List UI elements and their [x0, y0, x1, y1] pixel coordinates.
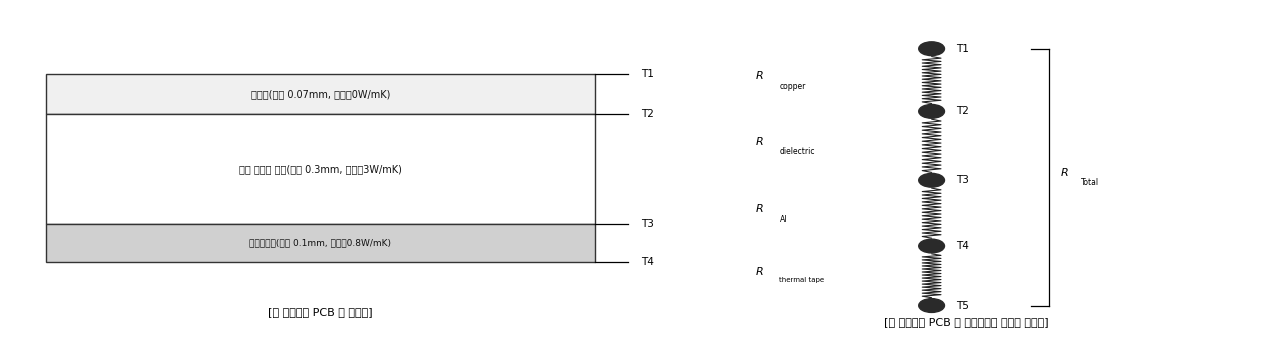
Text: 방열 실리콘 시트(두께 0.3mm, 열전더3W/mK): 방열 실리콘 시트(두께 0.3mm, 열전더3W/mK) — [239, 164, 402, 174]
Circle shape — [918, 173, 945, 187]
Text: R: R — [756, 204, 763, 214]
Circle shape — [918, 299, 945, 313]
Text: R: R — [756, 71, 763, 81]
Text: [본 개발기술 PCB 층 구조에서의 열저항 회로도]: [본 개발기술 PCB 층 구조에서의 열저항 회로도] — [884, 317, 1049, 327]
Text: dielectric: dielectric — [780, 148, 815, 156]
Circle shape — [918, 42, 945, 56]
Text: thermal tape: thermal tape — [780, 277, 824, 283]
Text: T1: T1 — [641, 69, 654, 79]
Circle shape — [918, 104, 945, 118]
Text: R: R — [756, 267, 763, 277]
Bar — [46, 224, 595, 262]
Text: 방열테이프(두께 0.1mm, 열전더0.8W/mK): 방열테이프(두께 0.1mm, 열전더0.8W/mK) — [249, 238, 392, 247]
Text: T3: T3 — [957, 175, 969, 185]
Text: R: R — [1061, 168, 1068, 179]
Circle shape — [918, 239, 945, 253]
Text: Al: Al — [780, 215, 787, 224]
Text: copper: copper — [780, 81, 806, 90]
Text: [본 개발기술 PCB 층 구조도]: [본 개발기술 PCB 층 구조도] — [268, 307, 373, 317]
Text: T1: T1 — [957, 44, 969, 54]
Bar — [46, 113, 595, 224]
Text: T2: T2 — [641, 109, 654, 119]
Text: T2: T2 — [957, 106, 969, 116]
Text: 동박층(두께 0.07mm, 열전더0W/mK): 동박층(두께 0.07mm, 열전더0W/mK) — [251, 89, 391, 99]
Bar — [46, 74, 595, 113]
Text: T3: T3 — [641, 219, 654, 229]
Text: T5: T5 — [957, 301, 969, 310]
Text: T4: T4 — [957, 241, 969, 251]
Text: R: R — [756, 137, 763, 147]
Text: Total: Total — [1081, 178, 1099, 187]
Text: T4: T4 — [641, 257, 654, 267]
